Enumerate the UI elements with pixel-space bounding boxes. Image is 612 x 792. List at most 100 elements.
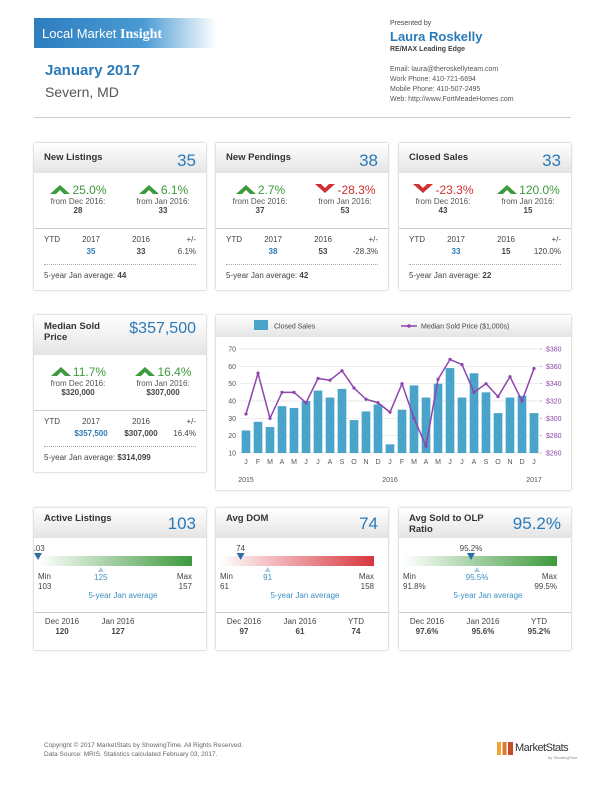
card-value: 33 <box>542 151 561 170</box>
line-point <box>304 401 308 405</box>
average-value: 44 <box>117 271 127 280</box>
change: 25.0% from Dec 2016: 28 <box>40 183 116 215</box>
change-row: -23.3% <box>405 183 481 197</box>
ytd-value: 35 <box>86 247 96 256</box>
x-tick-label: S <box>340 459 345 466</box>
ytd-header: YTD <box>226 235 242 244</box>
history-label: Dec 2016 <box>226 617 262 626</box>
ytd-header: +/- <box>551 235 561 244</box>
average-label: 5-year Jan average: <box>409 271 481 280</box>
separator <box>216 228 388 229</box>
change-row: 16.4% <box>125 365 201 379</box>
change-label: from Dec 2016: <box>50 197 106 206</box>
location: Severn, MD <box>45 84 119 100</box>
year-label: 2016 <box>382 477 398 484</box>
x-tick-label: J <box>316 459 320 466</box>
bar <box>349 420 359 453</box>
line-point <box>412 416 416 420</box>
line-point <box>424 444 428 448</box>
history-label: YTD <box>348 617 364 626</box>
ytd-header: 2017 <box>82 235 100 244</box>
change: -23.3% from Dec 2016: 43 <box>405 183 481 215</box>
gauge-current-marker <box>34 553 42 560</box>
y-tick-label: 20 <box>228 433 236 440</box>
bar <box>289 407 299 453</box>
gauge-average-label: 5-year Jan average <box>271 591 340 600</box>
card-title: Avg Sold to OLP Ratio <box>409 513 484 535</box>
y-tick-label: 50 <box>228 381 236 388</box>
card-value: 95.2% <box>512 514 561 533</box>
bar <box>469 373 479 453</box>
gauge-min: 103 <box>38 582 52 591</box>
ytd-header: YTD <box>44 235 60 244</box>
change-label: from Jan 2016: <box>501 197 555 206</box>
line-point <box>400 382 404 386</box>
change-pct: 120.0% <box>519 183 560 197</box>
ytd-header: 2017 <box>82 417 100 426</box>
gauge-current: 74 <box>236 544 245 553</box>
legend-label: Closed Sales <box>274 324 316 331</box>
bar <box>445 368 455 453</box>
average-label: 5-year Jan average: <box>226 271 298 280</box>
card-value: 35 <box>177 151 196 170</box>
gauge-current-marker <box>467 553 475 560</box>
history-value: 95.2% <box>527 627 551 636</box>
history-label: YTD <box>531 617 547 626</box>
y2-tick-label: $260 <box>546 451 562 458</box>
gauge-min-label: Min <box>38 572 51 581</box>
contact-line: Email: laura@theroskellyteam.com <box>390 66 499 73</box>
history-value: 95.6% <box>471 627 495 636</box>
card-head <box>216 143 388 173</box>
logo-icon <box>497 742 513 755</box>
legend-label: Median Sold Price ($1,000s) <box>421 324 509 331</box>
change-row: 120.0% <box>490 183 566 197</box>
gauge-average-marker <box>474 567 480 572</box>
card-title: Active Listings <box>44 513 112 524</box>
gauge-max-label: Max <box>177 572 192 581</box>
change-base: 53 <box>340 206 350 215</box>
history-label: Dec 2016 <box>409 617 445 626</box>
line <box>245 358 535 449</box>
x-tick-label: N <box>507 459 512 466</box>
line-point <box>496 395 500 399</box>
line-point <box>292 390 296 394</box>
metric-card: New Listings 35 25.0% from Dec 2016: 28 6.1% f… <box>34 143 206 290</box>
ytd-header: 2017 <box>264 235 282 244</box>
x-tick-label: D <box>375 459 380 466</box>
average-value: 22 <box>482 271 492 280</box>
card-value: 103 <box>167 514 196 533</box>
bar <box>529 413 539 453</box>
line-point <box>328 378 332 382</box>
x-tick-label: A <box>472 459 477 466</box>
arrow <box>135 367 156 376</box>
arrow-shape <box>50 367 71 376</box>
rule <box>34 117 571 118</box>
average: 5-year Jan average: 22 <box>409 271 491 280</box>
gauge-average: 91 <box>263 573 272 582</box>
gauge-min: 61 <box>220 582 229 591</box>
source: Data Source: MRIS. Statistics calculated… <box>44 751 218 758</box>
change-pct: -23.3% <box>435 183 474 197</box>
bar <box>385 444 395 453</box>
change-base: $320,000 <box>61 388 95 397</box>
change-base: 15 <box>523 206 533 215</box>
ytd-header: 2016 <box>314 235 332 244</box>
x-tick-label: S <box>484 459 489 466</box>
history-value: 97.6% <box>415 627 439 636</box>
ytd-header: YTD <box>44 417 60 426</box>
x-tick-label: A <box>328 459 333 466</box>
bar <box>277 406 287 453</box>
separator <box>216 612 388 613</box>
x-tick-label: M <box>267 459 273 466</box>
arrow-shape <box>50 185 71 194</box>
gauge-max-label: Max <box>542 572 557 581</box>
bar <box>373 404 383 453</box>
x-tick-label: A <box>280 459 285 466</box>
change-row: 2.7% <box>222 183 298 197</box>
change-row: 11.7% <box>40 365 116 379</box>
month: January 2017 <box>45 62 141 79</box>
line-point <box>388 410 392 414</box>
bar <box>301 401 311 453</box>
change-pct: 2.7% <box>257 183 286 197</box>
brand: Local Market Insight <box>42 26 162 43</box>
